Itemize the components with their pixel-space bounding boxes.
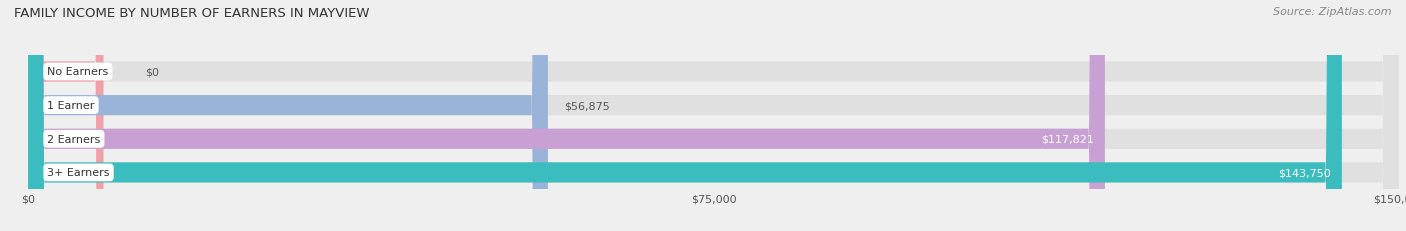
FancyBboxPatch shape [28, 0, 1399, 231]
FancyBboxPatch shape [28, 0, 548, 231]
Text: Source: ZipAtlas.com: Source: ZipAtlas.com [1274, 7, 1392, 17]
Text: No Earners: No Earners [48, 67, 108, 77]
FancyBboxPatch shape [28, 0, 1105, 231]
Text: $0: $0 [145, 67, 159, 77]
Text: 2 Earners: 2 Earners [48, 134, 101, 144]
Text: 3+ Earners: 3+ Earners [48, 168, 110, 178]
Text: $143,750: $143,750 [1278, 168, 1331, 178]
Text: FAMILY INCOME BY NUMBER OF EARNERS IN MAYVIEW: FAMILY INCOME BY NUMBER OF EARNERS IN MA… [14, 7, 370, 20]
FancyBboxPatch shape [28, 0, 104, 231]
Text: $117,821: $117,821 [1040, 134, 1094, 144]
FancyBboxPatch shape [28, 0, 1399, 231]
Text: 1 Earner: 1 Earner [48, 101, 94, 111]
Text: $56,875: $56,875 [564, 101, 610, 111]
FancyBboxPatch shape [28, 0, 1341, 231]
FancyBboxPatch shape [28, 0, 1399, 231]
FancyBboxPatch shape [28, 0, 1399, 231]
